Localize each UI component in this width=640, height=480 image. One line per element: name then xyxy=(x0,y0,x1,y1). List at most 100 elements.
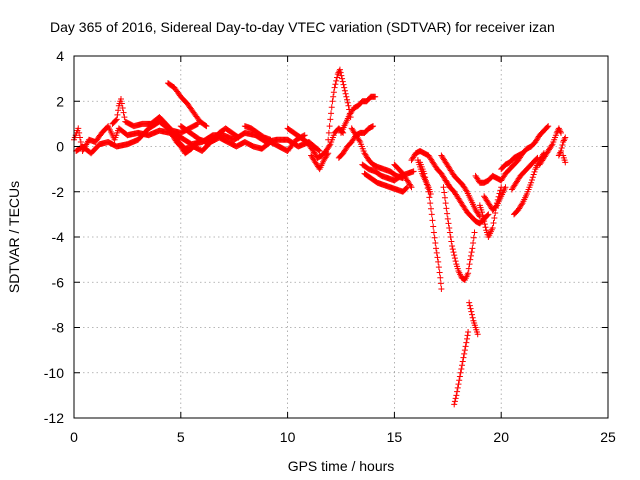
data-point xyxy=(529,174,536,181)
data-point xyxy=(203,123,210,130)
data-point xyxy=(452,258,459,265)
data-point xyxy=(410,168,417,175)
data-point xyxy=(76,129,83,136)
data-point xyxy=(471,229,478,236)
y-tick-label: 0 xyxy=(56,139,64,155)
data-point xyxy=(421,170,428,177)
series-track xyxy=(508,154,541,193)
data-point xyxy=(468,308,475,315)
x-tick-label: 5 xyxy=(177,429,185,445)
data-point xyxy=(76,134,83,141)
x-tick-label: 20 xyxy=(493,429,509,445)
data-point xyxy=(490,219,497,226)
data-point xyxy=(559,141,566,148)
series-track xyxy=(417,159,445,293)
data-point xyxy=(480,215,487,222)
data-point xyxy=(491,214,498,221)
data-point xyxy=(528,179,535,186)
data-point xyxy=(459,362,466,369)
x-tick-label: 15 xyxy=(387,429,403,445)
data-point xyxy=(423,181,430,188)
y-axis-title: SDTVAR / TECUs xyxy=(6,181,22,293)
data-point xyxy=(403,185,410,192)
data-point xyxy=(75,125,82,132)
data-point xyxy=(430,223,437,230)
data-point xyxy=(461,347,468,354)
data-point xyxy=(450,249,457,256)
data-point xyxy=(562,159,569,166)
data-point xyxy=(464,332,471,339)
data-point xyxy=(115,107,122,114)
data-point xyxy=(117,95,124,102)
data-point xyxy=(448,238,455,245)
data-point xyxy=(426,194,433,201)
data-point xyxy=(235,134,242,141)
data-point xyxy=(465,265,472,272)
data-point xyxy=(433,249,440,256)
data-point xyxy=(267,136,274,143)
data-point xyxy=(356,137,363,144)
data-point xyxy=(453,392,460,399)
data-point xyxy=(457,369,464,376)
data-point xyxy=(119,105,126,112)
data-point xyxy=(341,87,348,94)
data-point xyxy=(437,274,444,281)
data-point xyxy=(425,188,432,195)
data-point xyxy=(467,252,474,259)
data-point xyxy=(465,270,472,277)
data-point xyxy=(446,229,453,236)
data-point xyxy=(328,110,335,117)
data-point xyxy=(445,220,452,227)
data-point xyxy=(528,176,535,183)
data-point xyxy=(339,75,346,82)
data-point xyxy=(234,133,241,140)
data-point xyxy=(461,350,468,357)
data-point xyxy=(193,139,200,146)
series-track xyxy=(451,329,472,408)
y-tick-label: -2 xyxy=(52,184,65,200)
data-point xyxy=(455,381,462,388)
data-point xyxy=(449,243,456,250)
data-point xyxy=(534,154,541,161)
grid-lines xyxy=(74,56,608,418)
data-point xyxy=(407,182,414,189)
data-point xyxy=(330,89,337,96)
series-track xyxy=(308,150,332,173)
data-point xyxy=(326,142,333,149)
data-point xyxy=(545,123,552,130)
data-point xyxy=(458,365,465,372)
data-point xyxy=(330,93,337,100)
data-point xyxy=(466,302,473,309)
data-point xyxy=(345,102,352,109)
data-point xyxy=(444,215,451,222)
x-tick-label: 10 xyxy=(280,429,296,445)
data-point xyxy=(556,151,563,158)
series-track xyxy=(325,66,354,143)
data-point xyxy=(482,224,489,231)
data-point xyxy=(444,210,451,217)
y-tick-label: -12 xyxy=(44,410,64,426)
data-point xyxy=(446,224,453,231)
data-point xyxy=(333,77,340,84)
data-point xyxy=(332,81,339,88)
data-point xyxy=(466,299,473,306)
data-point xyxy=(531,168,538,175)
series-track xyxy=(391,161,415,191)
data-point xyxy=(301,132,308,139)
data-point xyxy=(562,134,569,141)
y-tick-label: -4 xyxy=(52,229,65,245)
data-point xyxy=(372,93,379,100)
series-track xyxy=(498,123,552,173)
data-point xyxy=(533,155,540,162)
chart-title: Day 365 of 2016, Sidereal Day-to-day VTE… xyxy=(50,19,555,35)
series-track xyxy=(177,123,242,145)
data-point xyxy=(112,117,119,124)
data-point xyxy=(442,200,449,207)
x-tick-label: 25 xyxy=(600,429,616,445)
series-track xyxy=(359,161,417,184)
data-point xyxy=(338,72,345,79)
x-axis-title: GPS time / hours xyxy=(288,458,395,474)
data-point xyxy=(451,398,458,405)
data-point xyxy=(485,211,492,218)
data-point xyxy=(325,136,332,143)
